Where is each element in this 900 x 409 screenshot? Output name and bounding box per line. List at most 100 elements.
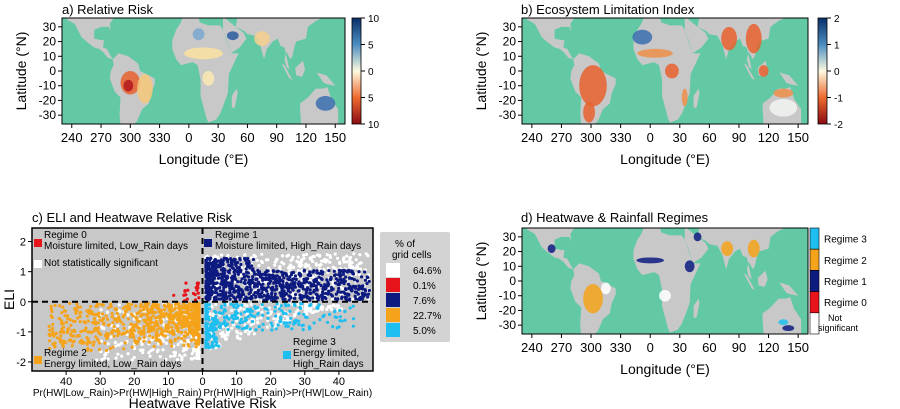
point-regime-2 <box>126 302 130 306</box>
point-not-significant <box>259 316 263 320</box>
point-regime-2 <box>78 315 82 319</box>
point-regime-1 <box>207 287 211 291</box>
point-regime-3 <box>274 314 278 318</box>
point-regime-2 <box>187 344 191 348</box>
land-new-guinea <box>316 72 336 86</box>
data-region <box>745 23 762 54</box>
point-regime-2 <box>52 332 56 337</box>
point-regime-2 <box>195 318 199 322</box>
point-regime-1 <box>321 292 325 296</box>
point-regime-3 <box>288 309 292 313</box>
point-not-significant <box>106 357 110 361</box>
point-regime-3 <box>220 322 224 326</box>
point-regime-2 <box>108 346 113 350</box>
point-not-significant <box>175 358 180 362</box>
point-regime-3 <box>248 327 252 331</box>
point-regime-2 <box>142 335 146 340</box>
colorbar-tick-label: 0 <box>368 67 374 78</box>
point-regime-0 <box>197 296 201 300</box>
point-regime-2 <box>66 314 70 318</box>
data-region <box>226 31 239 41</box>
point-regime-1 <box>360 297 365 301</box>
point-regime-1 <box>324 291 328 295</box>
point-regime-1 <box>212 281 216 286</box>
point-regime-2 <box>112 334 116 338</box>
point-regime-2 <box>156 323 160 328</box>
point-regime-1 <box>209 270 213 274</box>
point-regime-3 <box>254 328 258 332</box>
point-not-significant <box>286 253 291 257</box>
point-not-significant <box>132 355 136 360</box>
point-regime-3 <box>208 345 212 349</box>
point-not-significant <box>301 253 306 257</box>
legend-swatch <box>386 323 400 337</box>
point-regime-1 <box>334 292 338 296</box>
y-tick-label: -1 <box>16 327 26 339</box>
colorbar-tick-label: -1 <box>834 94 843 105</box>
point-not-significant <box>186 338 190 343</box>
point-regime-2 <box>182 343 186 347</box>
point-regime-1 <box>299 297 303 301</box>
point-regime-3 <box>269 321 273 325</box>
point-not-significant <box>311 259 315 264</box>
point-regime-1 <box>240 290 245 294</box>
land-asia <box>697 228 785 280</box>
point-not-significant <box>234 319 239 323</box>
point-regime-2 <box>136 339 140 343</box>
point-regime-2 <box>165 329 169 333</box>
point-regime-3 <box>231 303 236 307</box>
point-regime-2 <box>161 333 165 337</box>
point-regime-2 <box>117 330 121 334</box>
point-regime-2 <box>145 308 149 312</box>
point-regime-1 <box>261 278 265 282</box>
point-regime-3 <box>211 343 215 348</box>
point-regime-2 <box>107 323 112 327</box>
point-regime-1 <box>236 272 241 276</box>
point-regime-1 <box>204 258 208 262</box>
data-region <box>721 241 734 256</box>
point-regime-3 <box>261 322 265 326</box>
y-tick-label: -10 <box>39 79 57 93</box>
point-regime-1 <box>216 265 220 269</box>
point-not-significant <box>116 343 120 347</box>
point-regime-2 <box>70 334 74 338</box>
data-region <box>721 26 737 51</box>
point-regime-1 <box>319 283 323 288</box>
point-regime-3 <box>231 320 235 324</box>
point-regime-1 <box>246 281 251 285</box>
x-axis-label: Longitude (°E) <box>620 151 710 167</box>
x-tick-label: 120 <box>295 130 317 145</box>
point-not-significant <box>244 329 248 334</box>
point-regime-2 <box>189 313 194 317</box>
point-regime-2 <box>97 315 101 319</box>
point-regime-3 <box>217 321 221 325</box>
point-regime-2 <box>79 329 83 334</box>
land-asia <box>697 18 785 70</box>
x-tick-label: 20 <box>265 376 277 388</box>
point-regime-2 <box>169 344 174 348</box>
point-regime-3 <box>331 325 335 329</box>
point-regime-2 <box>141 308 146 312</box>
point-regime-1 <box>228 288 232 292</box>
point-regime-2 <box>61 330 66 334</box>
point-regime-3 <box>299 302 303 306</box>
point-regime-1 <box>339 277 343 281</box>
point-not-significant <box>183 353 187 357</box>
point-regime-2 <box>96 302 100 306</box>
point-not-significant <box>236 336 240 340</box>
point-regime-3 <box>204 322 208 326</box>
point-regime-2 <box>96 329 100 333</box>
point-regime-2 <box>149 316 153 321</box>
regime-legend-swatch <box>809 291 820 314</box>
point-not-significant <box>99 308 103 312</box>
x-axis-label: Heatwave Relative Risk <box>129 395 278 409</box>
point-regime-1 <box>326 284 330 288</box>
point-regime-1 <box>231 259 235 263</box>
point-regime-3 <box>204 345 208 349</box>
land-borneo <box>295 60 305 77</box>
legend-swatch <box>386 308 400 322</box>
point-regime-1 <box>264 276 269 280</box>
point-not-significant <box>305 304 309 308</box>
point-regime-1 <box>257 282 261 286</box>
point-regime-2 <box>183 330 187 334</box>
